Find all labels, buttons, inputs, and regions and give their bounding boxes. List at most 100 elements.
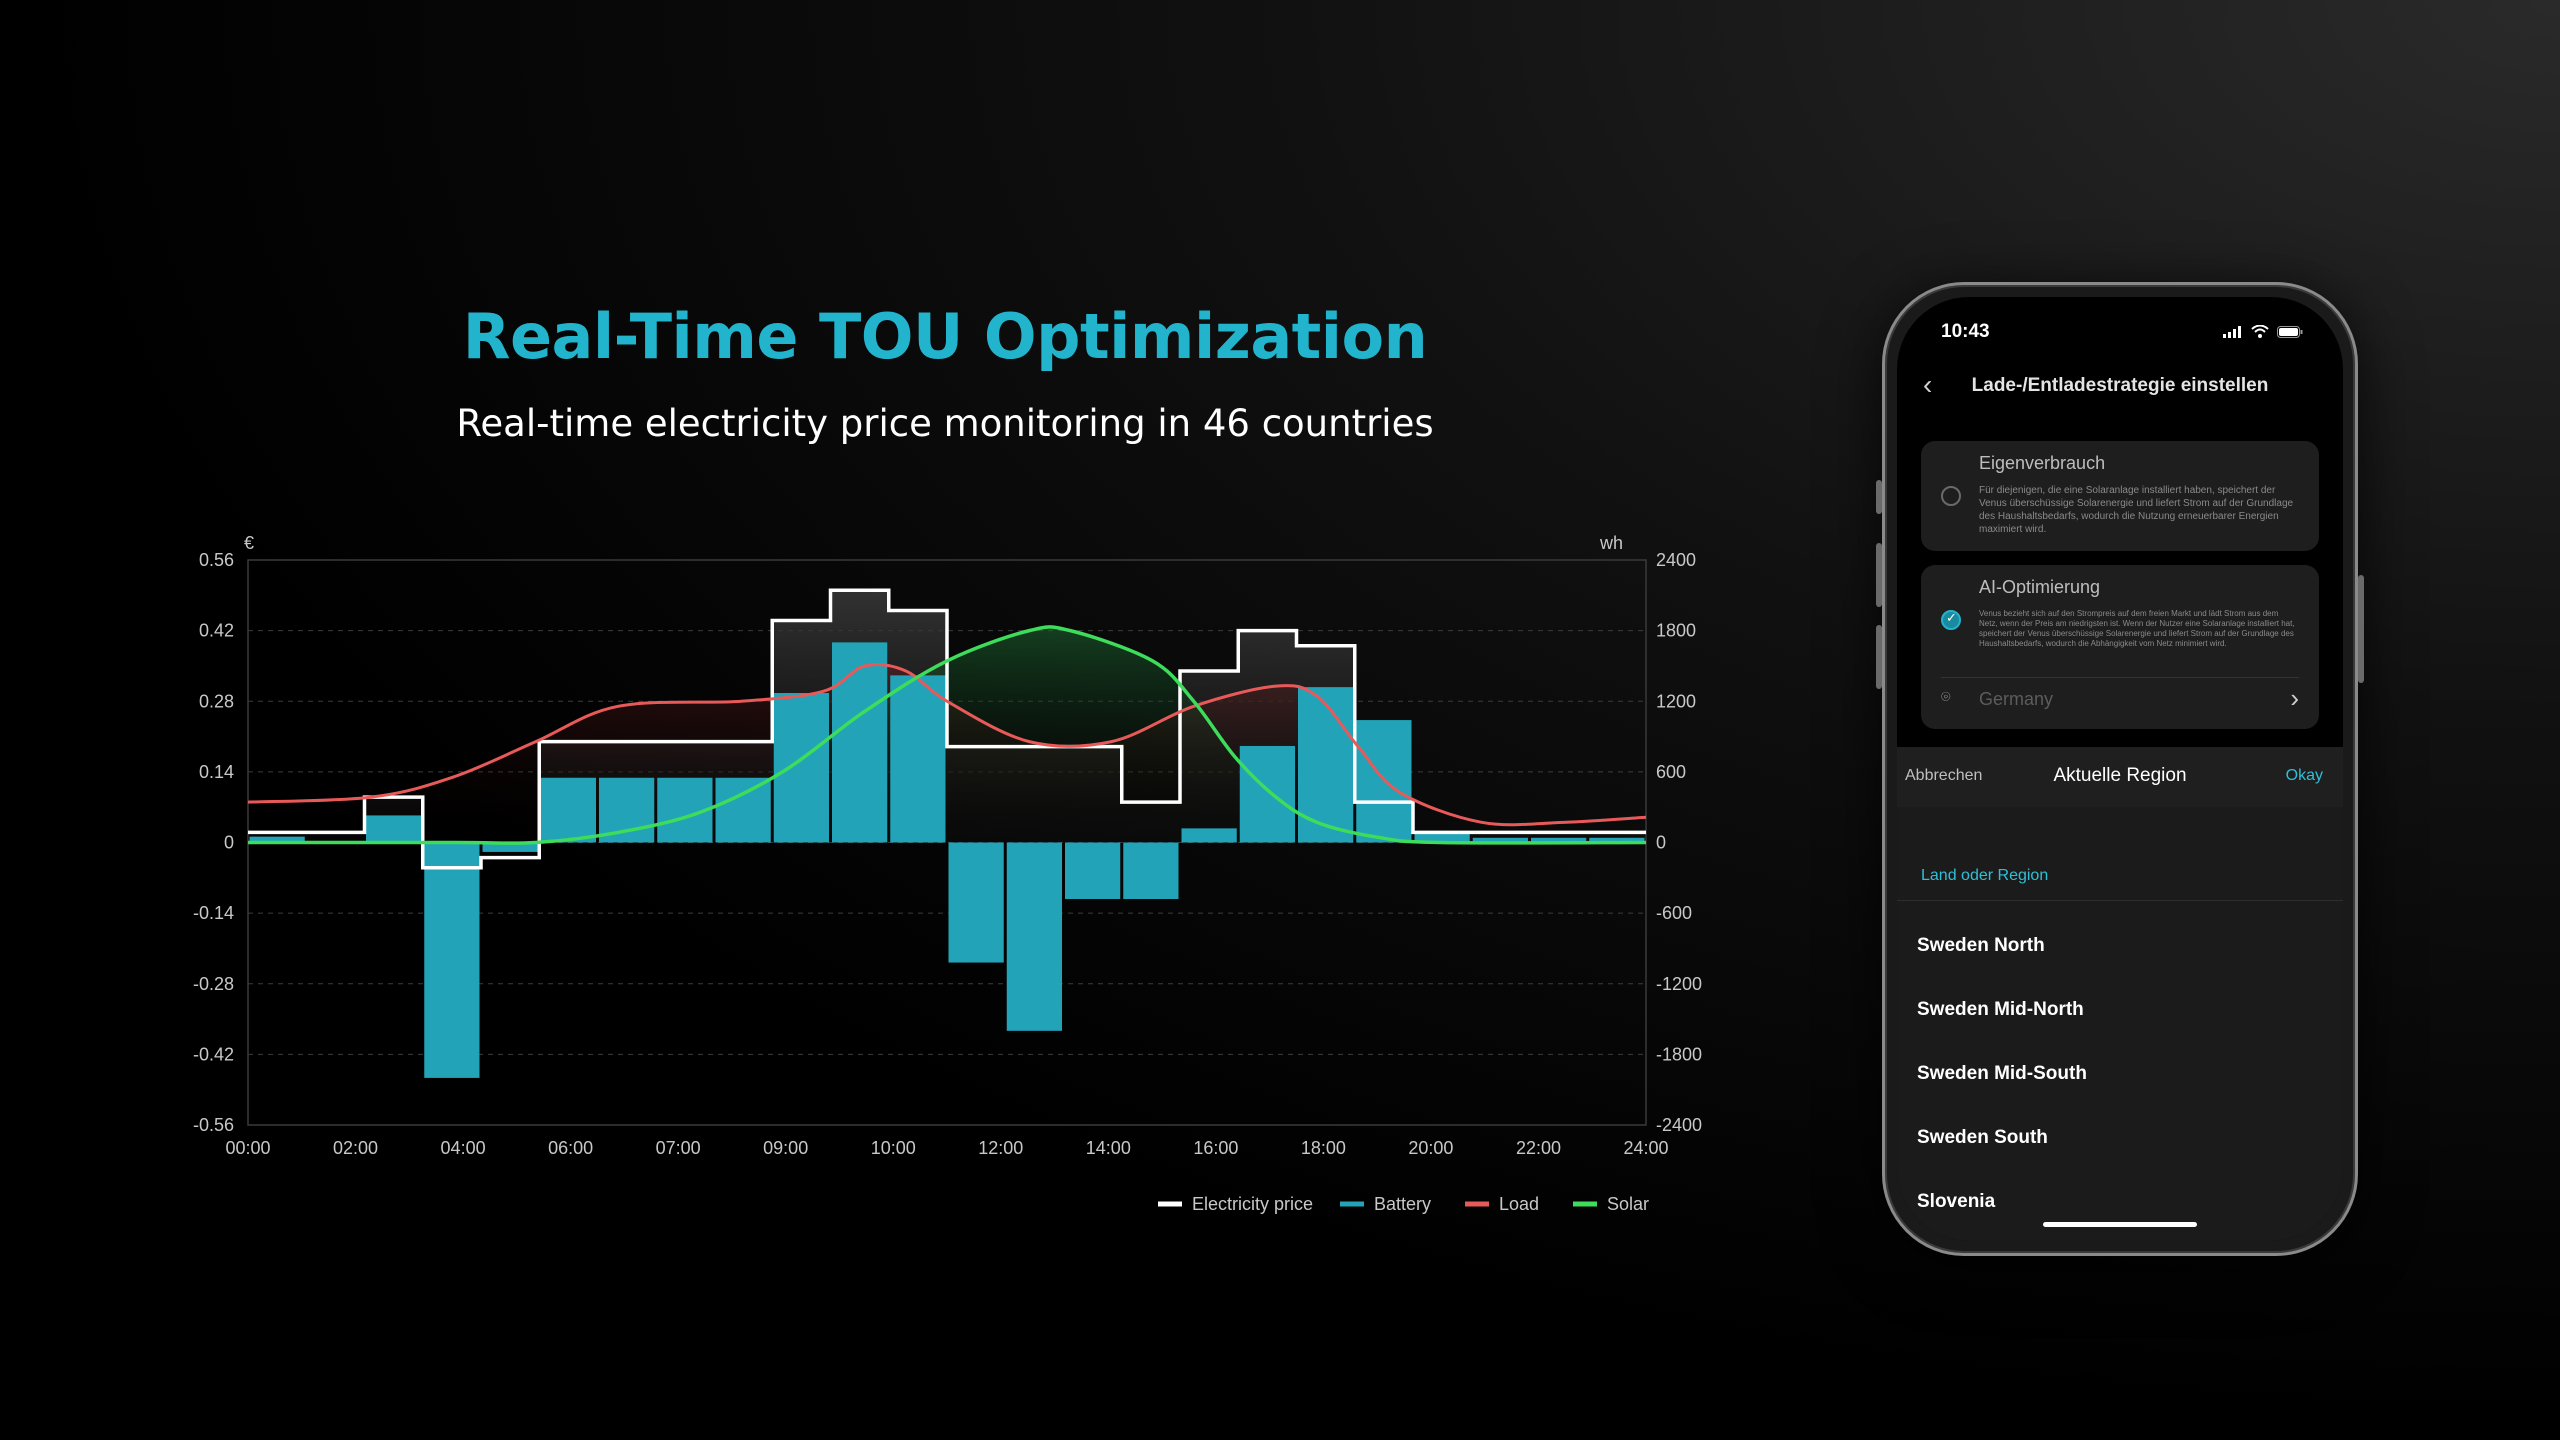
region-item[interactable]: Sweden North xyxy=(1917,935,2045,956)
x-tick-label: 07:00 xyxy=(656,1138,701,1158)
battery-bar xyxy=(890,675,946,843)
battery-bar xyxy=(1414,833,1470,843)
x-tick-label: 24:00 xyxy=(1623,1138,1668,1158)
nav-bar: ‹ Lade-/Entladestrategie einstellen xyxy=(1897,367,2343,407)
x-tick-label: 14:00 xyxy=(1086,1138,1131,1158)
right-tick-label: -1200 xyxy=(1656,974,1702,994)
back-chevron-icon[interactable]: ‹ xyxy=(1923,369,1933,400)
battery-bar xyxy=(1531,837,1587,843)
legend-label: Load xyxy=(1499,1194,1539,1214)
battery-bar xyxy=(1006,842,1062,1031)
option-title: AI-Optimierung xyxy=(1979,577,2101,597)
phone-side-button xyxy=(1876,543,1882,607)
left-tick-label: 0 xyxy=(224,833,234,853)
right-tick-label: 600 xyxy=(1656,762,1686,782)
left-tick-label: 0.28 xyxy=(199,691,234,711)
phone-mockup: 10:43 ‹ Lade-/Entladestrategie einstelle… xyxy=(1876,282,2364,1256)
x-tick-label: 00:00 xyxy=(225,1138,270,1158)
x-tick-label: 06:00 xyxy=(548,1138,593,1158)
phone-side-button xyxy=(1876,480,1882,514)
subline: Real-time electricity price monitoring i… xyxy=(456,402,1434,445)
battery-bar xyxy=(482,842,538,852)
right-tick-label: 1800 xyxy=(1656,621,1696,641)
phone-side-button xyxy=(2358,575,2364,683)
left-tick-label: -0.56 xyxy=(193,1115,234,1135)
option-ai-optimierung[interactable]: AI-Optimierung Venus bezieht sich auf de… xyxy=(1921,565,2319,729)
x-tick-label: 22:00 xyxy=(1516,1138,1561,1158)
region-item[interactable]: Slovenia xyxy=(1917,1191,1996,1212)
right-tick-label: 1200 xyxy=(1656,691,1696,711)
legend-label: Solar xyxy=(1607,1194,1649,1214)
chevron-right-icon: › xyxy=(2290,683,2299,713)
battery-bar xyxy=(1239,745,1295,843)
battery-bar xyxy=(773,693,829,843)
phone-screen: 10:43 ‹ Lade-/Entladestrategie einstelle… xyxy=(1897,297,2343,1241)
nav-title: Lade-/Entladestrategie einstellen xyxy=(1971,375,2269,396)
status-time: 10:43 xyxy=(1941,321,1990,342)
battery-bar xyxy=(715,777,771,843)
okay-button[interactable]: Okay xyxy=(2285,767,2323,784)
left-tick-label: 0.14 xyxy=(199,762,234,782)
battery-bar xyxy=(540,777,596,843)
option-description: Venus bezieht sich auf den Strompreis au… xyxy=(1979,609,2295,648)
left-tick-label: -0.42 xyxy=(193,1044,234,1064)
battery-bar xyxy=(424,842,480,1078)
region-item[interactable]: Sweden Mid-North xyxy=(1917,999,2084,1020)
x-tick-label: 02:00 xyxy=(333,1138,378,1158)
sheet-header: Abbrechen Aktuelle Region Okay xyxy=(1897,747,2343,807)
left-tick-label: 0.42 xyxy=(199,621,234,641)
tou-chart: € wh 0.56 2400 0.42 1800 0.28 1200 0.14 600 0 0 -0… xyxy=(193,533,1702,1214)
x-tick-label: 16:00 xyxy=(1193,1138,1238,1158)
sheet-title: Aktuelle Region xyxy=(2053,765,2187,786)
status-icons xyxy=(2223,325,2303,338)
solar-line xyxy=(248,625,1647,845)
location-pin-icon: ⌾ xyxy=(1941,689,1951,706)
headline: Real-Time TOU Optimization xyxy=(462,300,1428,373)
option-eigenverbrauch[interactable]: Eigenverbrauch Für diejenigen, die eine … xyxy=(1921,441,2319,551)
x-tick-label: 20:00 xyxy=(1408,1138,1453,1158)
signal-icon xyxy=(2223,325,2241,338)
cancel-button[interactable]: Abbrechen xyxy=(1905,767,1983,784)
battery-bar xyxy=(1065,842,1121,899)
status-bar: 10:43 xyxy=(1897,321,2343,351)
divider xyxy=(1897,900,2343,901)
battery-bar xyxy=(1181,828,1237,843)
price-line xyxy=(248,588,1646,870)
battery-bar xyxy=(1123,842,1179,899)
region-picker-sheet: Abbrechen Aktuelle Region Okay Land oder… xyxy=(1897,747,2343,1241)
x-tick-label: 04:00 xyxy=(441,1138,486,1158)
left-tick-label: -0.14 xyxy=(193,903,234,923)
wifi-icon xyxy=(2251,325,2269,338)
option-title: Eigenverbrauch xyxy=(1979,453,2106,473)
right-tick-label: -1800 xyxy=(1656,1044,1702,1064)
radio-checked[interactable] xyxy=(1941,610,1961,630)
right-tick-label: -2400 xyxy=(1656,1115,1702,1135)
legend-label: Electricity price xyxy=(1192,1194,1313,1214)
right-tick-label: 2400 xyxy=(1656,550,1696,570)
battery-icon xyxy=(2277,325,2303,338)
region-selector[interactable]: ⌾ Germany › xyxy=(1941,683,2299,713)
left-tick-label: 0.56 xyxy=(199,550,234,570)
battery-bar xyxy=(249,836,305,843)
phone-side-button xyxy=(1876,625,1882,689)
right-unit-label: wh xyxy=(1599,533,1623,553)
right-tick-label: -600 xyxy=(1656,903,1692,923)
sheet-label: Land oder Region xyxy=(1921,867,2049,884)
divider xyxy=(1941,677,2299,678)
legend-label: Battery xyxy=(1374,1194,1431,1214)
x-tick-label: 10:00 xyxy=(871,1138,916,1158)
battery-bar xyxy=(366,815,422,843)
home-indicator xyxy=(2043,1222,2197,1227)
region-item[interactable]: Sweden South xyxy=(1917,1127,2048,1148)
battery-bar xyxy=(1472,837,1528,843)
region-value: Germany xyxy=(1979,689,2054,709)
x-tick-label: 12:00 xyxy=(978,1138,1023,1158)
battery-bar xyxy=(948,842,1004,963)
battery-bar xyxy=(1589,837,1645,843)
left-tick-label: -0.28 xyxy=(193,974,234,994)
battery-bar xyxy=(832,642,888,843)
right-tick-label: 0 xyxy=(1656,833,1666,853)
radio-unchecked[interactable] xyxy=(1941,486,1961,506)
region-item[interactable]: Sweden Mid-South xyxy=(1917,1063,2087,1084)
load-line xyxy=(247,662,1647,827)
